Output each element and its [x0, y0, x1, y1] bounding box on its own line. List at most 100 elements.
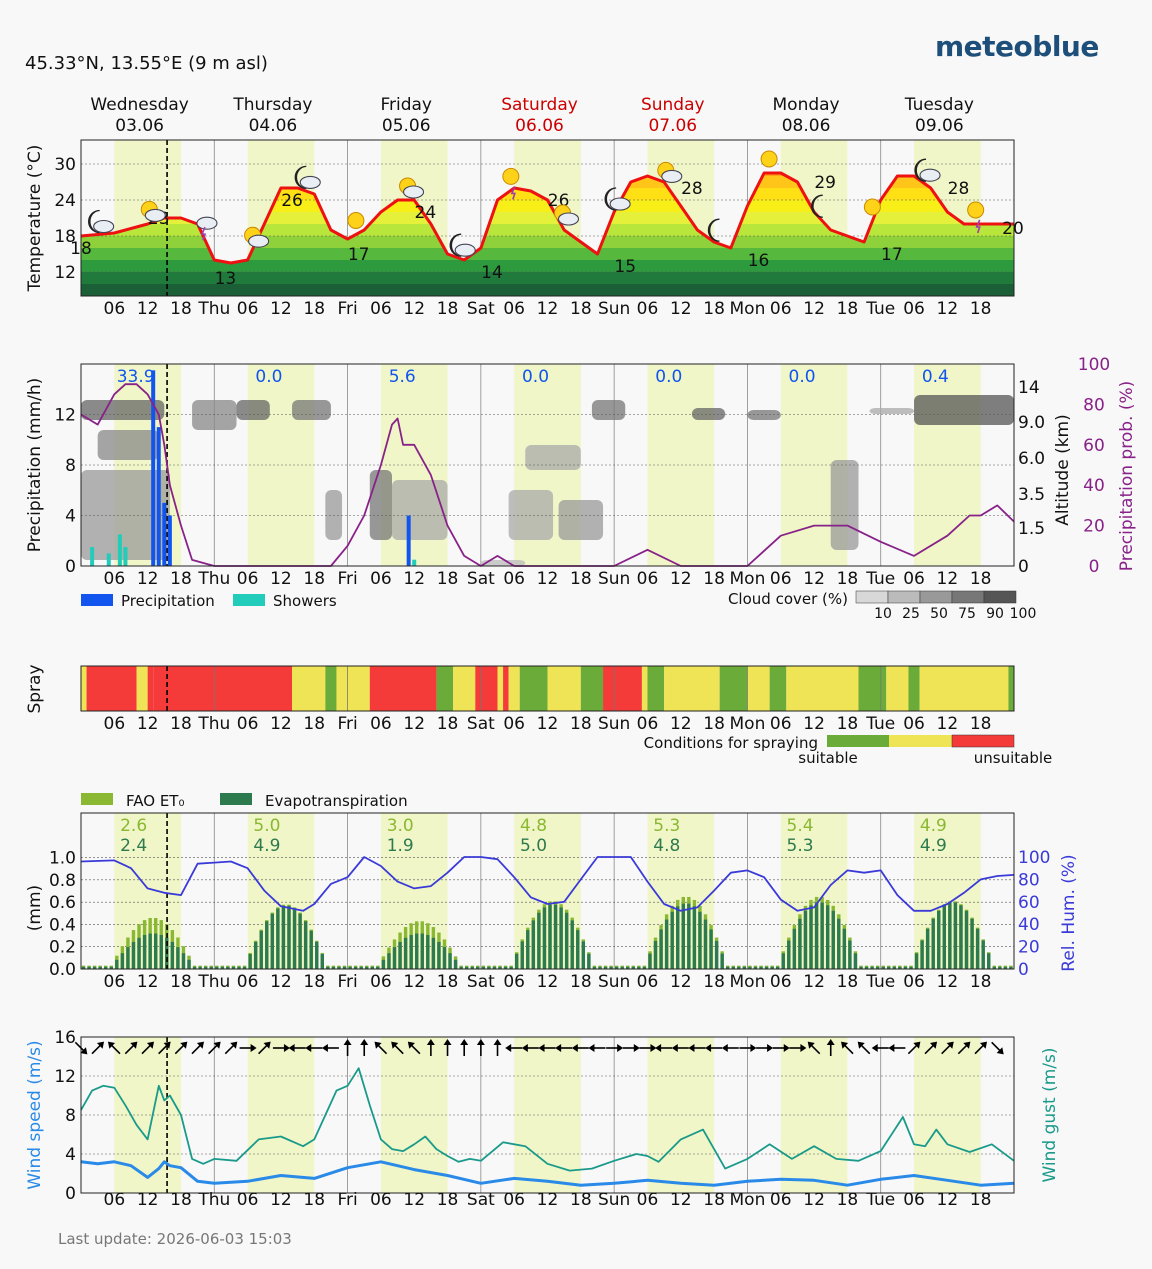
evapotranspiration-bar [825, 905, 830, 969]
spray-segment [769, 666, 787, 711]
hour-tick-label: 18 [303, 972, 325, 992]
day-tick-label: Sat [467, 972, 495, 992]
evapotranspiration-bar [215, 966, 219, 969]
arrow-head [196, 1041, 204, 1049]
arrow-head [555, 1043, 562, 1052]
temp-min-label: 18 [70, 239, 92, 259]
temp-frame [80, 139, 1015, 297]
spray-segment [519, 666, 548, 711]
humidity-tick: 60 [1018, 893, 1040, 913]
evapotranspiration-bar [203, 966, 208, 969]
daily-precip-total: 0.0 [522, 367, 549, 387]
day-tick-label: Tue [865, 714, 895, 734]
wind-direction-arrow [443, 1039, 452, 1056]
arrow-head [163, 1041, 171, 1049]
day-tick-label: Sat [467, 569, 495, 589]
wind-direction-arrow [871, 1044, 889, 1053]
evapotranspiration-bar [403, 937, 408, 969]
hour-tick-label: 18 [703, 1190, 725, 1210]
evapotranspiration-bar [520, 941, 524, 969]
day-tick-label: Sun [598, 1190, 630, 1210]
wind-direction-arrow [571, 1044, 589, 1053]
hour-tick-label: 12 [937, 569, 959, 589]
spray-segment [508, 666, 520, 711]
arrow-head [888, 1044, 895, 1052]
hour-tick-label: 18 [837, 972, 859, 992]
sun-icon [863, 198, 881, 216]
evapotranspiration-bar [781, 953, 785, 969]
sun-icon [760, 150, 778, 168]
hour-tick-label: 18 [703, 714, 725, 734]
brand-logo[interactable]: meteoblue [935, 30, 1099, 63]
hour-tick-label: 06 [770, 714, 792, 734]
evapotranspiration-bar [120, 953, 125, 969]
hour-tick-label: 06 [903, 714, 925, 734]
hour-tick-label: 18 [837, 714, 859, 734]
prob-tick: 0 [1089, 557, 1100, 577]
hour-tick-label: 18 [703, 569, 725, 589]
hour-tick-label: 06 [237, 569, 259, 589]
spray-y-label: Spray [25, 664, 45, 713]
moon-cloud-icon [449, 233, 476, 257]
evapotranspiration-bar [914, 953, 919, 969]
cloud-legend-tick: 90 [986, 606, 1004, 622]
daytime-band [247, 813, 315, 969]
arrow-head [493, 1039, 502, 1045]
evapotranspiration-bar [576, 930, 580, 969]
temp-max-label: 24 [415, 203, 437, 223]
fao-daily-total: 5.4 [787, 816, 814, 836]
temp-band [81, 212, 1014, 224]
evapotranspiration-bar [370, 966, 374, 969]
arrow-head [374, 1041, 382, 1049]
precipitation-bar [406, 515, 411, 566]
et-y-tick: 0.6 [49, 893, 76, 913]
wind-y-tick: 0 [65, 1184, 76, 1204]
shower-bar [412, 559, 417, 566]
temp-y-tick: 12 [54, 263, 76, 283]
day-name: Wednesday [90, 95, 188, 115]
evapotranspiration-bar [653, 940, 658, 969]
humidity-tick: 80 [1018, 870, 1040, 890]
evapo-daily-total: 4.9 [253, 836, 280, 856]
day-tick-label: Sun [598, 972, 630, 992]
sun-cloud-icon [657, 161, 683, 183]
moon-cloud-icon [914, 158, 941, 182]
wind-y-tick: 4 [65, 1145, 76, 1165]
evapotranspiration-bar [787, 940, 791, 969]
cloud-cover-area [558, 500, 604, 540]
spray-segment [347, 666, 370, 711]
hour-tick-label: 06 [104, 1190, 126, 1210]
cloud-legend-swatch [887, 590, 921, 604]
evapotranspiration-bar [726, 966, 730, 969]
arrow-head [321, 1043, 328, 1052]
hour-tick-label: 18 [703, 972, 725, 992]
wind-direction-arrow [671, 1043, 689, 1052]
evapotranspiration-bar [909, 966, 913, 969]
wind-direction-arrow [288, 1044, 306, 1053]
bolt-shape [510, 186, 516, 200]
hour-tick-label: 06 [370, 299, 392, 319]
wind-direction-arrow [360, 1039, 369, 1056]
evapotranspiration-bar [720, 953, 724, 969]
evapotranspiration-bar [809, 905, 813, 969]
hour-tick-label: 06 [770, 299, 792, 319]
evapotranspiration-bar [176, 947, 180, 969]
hour-tick-label: 18 [570, 1190, 592, 1210]
moon-cloud-icon [88, 209, 115, 234]
evapotranspiration-bar [853, 953, 858, 969]
evapotranspiration-bar [492, 966, 497, 969]
arrow-head [946, 1041, 954, 1049]
evapotranspiration-bar [992, 966, 996, 969]
evapotranspiration-bar [798, 918, 802, 969]
evapotranspiration-bar [676, 906, 680, 969]
daytime-band [380, 813, 448, 969]
evapotranspiration-bar [320, 954, 325, 969]
daily-precip-total: 0.0 [655, 367, 682, 387]
sun-cloud-icon [140, 200, 166, 222]
cloud-legend-tick: 25 [902, 606, 920, 622]
evapotranspiration-bar [570, 920, 574, 969]
fao-daily-total: 4.9 [920, 816, 947, 836]
evapotranspiration-bar [526, 930, 530, 969]
evapotranspiration-bar [387, 953, 391, 969]
moon-cloud-icon [604, 187, 631, 211]
